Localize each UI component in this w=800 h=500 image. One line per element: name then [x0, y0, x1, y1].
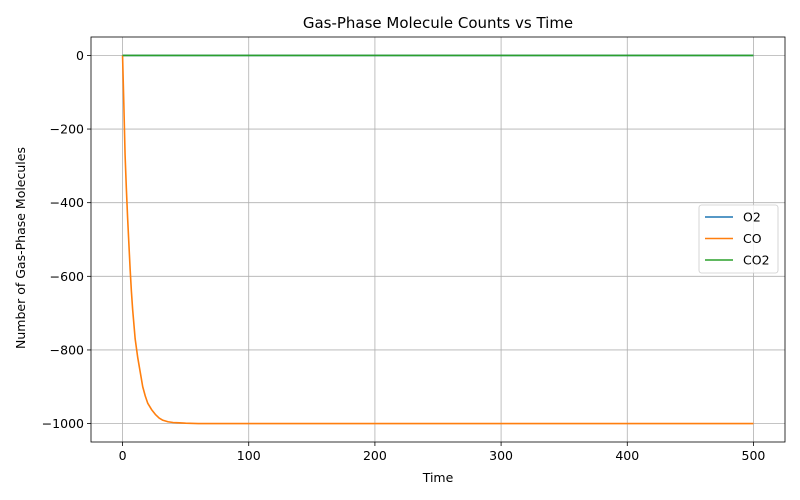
x-axis-label: Time — [422, 470, 454, 485]
ticks: 0 100 200 300 400 500 0 −200 −400 −600 −800 −1000 — [42, 48, 766, 463]
y-tick-label: −800 — [50, 342, 84, 357]
x-tick-label: 300 — [489, 448, 513, 463]
x-tick-label: 100 — [237, 448, 261, 463]
plot-lines — [121, 54, 754, 425]
legend-label-co: CO — [743, 231, 762, 246]
y-tick-label: −1000 — [42, 416, 84, 431]
plot-frame — [90, 36, 786, 443]
y-axis-label: Number of Gas-Phase Molecules — [13, 147, 28, 349]
y-tick-label: −600 — [50, 269, 84, 284]
legend-label-o2: O2 — [743, 210, 761, 225]
legend-box — [698, 204, 779, 274]
y-tick-label: 0 — [76, 48, 84, 63]
legend-label-co2: CO2 — [743, 253, 770, 268]
x-tick-label: 400 — [615, 448, 639, 463]
x-tick-label: 0 — [119, 448, 127, 463]
chart-title: Gas-Phase Molecule Counts vs Time — [303, 14, 573, 32]
legend: O2 CO CO2 — [698, 204, 779, 274]
x-tick-label: 500 — [742, 448, 766, 463]
x-tick-label: 200 — [363, 448, 387, 463]
series-line-co — [121, 55, 754, 425]
y-tick-label: −400 — [50, 195, 84, 210]
y-tick-label: −200 — [50, 122, 84, 137]
